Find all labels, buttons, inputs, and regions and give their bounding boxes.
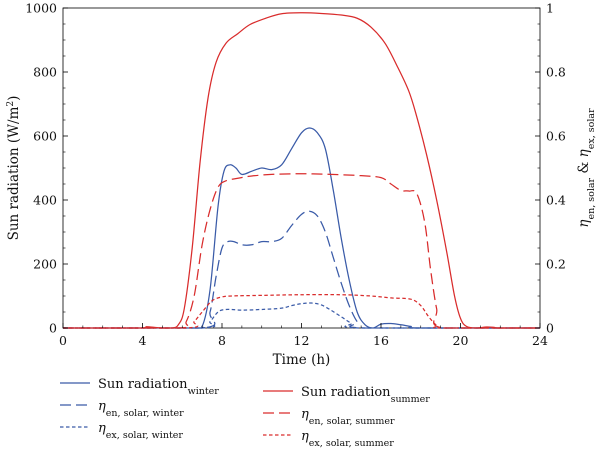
y-axis-right-title-part: η [576, 220, 592, 228]
y-right-tick-label: 0.2 [546, 257, 566, 272]
legend-label-ex_summer: ηex, solar, summer [301, 429, 394, 449]
y-axis-right-title: ηen, solar & ηex, solar [576, 108, 597, 228]
x-tick-label: 4 [139, 333, 147, 348]
series-line-ex_summer [63, 293, 540, 329]
legend-label-sub: ex, solar, winter [106, 430, 184, 441]
series-line-rad_summer [63, 12, 540, 329]
x-tick-label: 12 [294, 333, 310, 348]
x-axis: 0 4 8 12 16 20 24 [59, 323, 548, 348]
series-line-ex_winter [63, 302, 540, 329]
series-layer [63, 12, 540, 329]
legend-label-sub: ex, solar, summer [309, 438, 394, 449]
y-left-tick-label: 600 [33, 129, 57, 144]
legend-label-sub: summer [391, 394, 431, 405]
y-right-tick-label: 0.6 [546, 129, 566, 144]
y-axis-left-title: Sun radiation (W/m2) [6, 96, 22, 241]
legend-label-rad_summer: Sun radiationsummer [301, 385, 430, 405]
y-left-tick-label: 800 [33, 65, 57, 80]
x-axis-title: Time (h) [273, 352, 331, 368]
y-left-tick-label: 1000 [25, 1, 57, 16]
x-tick-label: 0 [59, 333, 67, 348]
y-right-tick-label: 1 [546, 1, 554, 16]
series-line-en_summer [63, 173, 540, 329]
legend-label-sub: en, solar, winter [106, 408, 184, 419]
series-line-en_winter [63, 210, 540, 329]
y-axis-right-title-part: η [576, 149, 592, 157]
y-axis-right-title-part: & [576, 157, 592, 178]
y-right-tick-label: 0.8 [546, 65, 566, 80]
y-axis-left-title-sup: 2 [6, 101, 16, 107]
y-axis-right-title-part: ex, solar [586, 108, 597, 149]
x-tick-label: 8 [218, 333, 226, 348]
y-axis-left-title-close: ) [6, 96, 22, 101]
legend-label-main: η [98, 399, 106, 414]
legend-label-main: η [301, 407, 309, 422]
x-tick-label: 24 [532, 333, 548, 348]
y-left-tick-label: 200 [33, 257, 57, 272]
legend-label-en_winter: ηen, solar, winter [98, 399, 184, 419]
y-right-tick-label: 0 [546, 321, 554, 336]
legend-label-main: η [98, 421, 106, 436]
legend-label-rad_winter: Sun radiationwinter [98, 377, 219, 397]
y-left-tick-label: 0 [49, 321, 57, 336]
y-axis-left: 0 200 400 600 800 1000 [25, 1, 68, 336]
y-right-tick-label: 0.4 [546, 193, 566, 208]
y-left-tick-label: 400 [33, 193, 57, 208]
legend-label-main: η [301, 429, 309, 444]
series-line-rad_winter [63, 127, 540, 329]
x-tick-label: 16 [373, 333, 389, 348]
legend-label-en_summer: ηen, solar, summer [301, 407, 395, 427]
x-tick-label: 20 [453, 333, 469, 348]
legend-label-sub: winter [188, 386, 220, 397]
plot-area [62, 7, 541, 329]
legend-label-ex_winter: ηex, solar, winter [98, 421, 183, 441]
legend-label-main: Sun radiation [98, 377, 188, 392]
legend-label-sub: en, solar, summer [309, 416, 395, 427]
y-axis-left-title-main: Sun radiation (W/m [6, 106, 22, 240]
y-axis-right-title-part: en, solar [586, 177, 597, 219]
legend-label-main: Sun radiation [301, 385, 391, 400]
y-axis-right: 0 0.2 0.4 0.6 0.8 1 [535, 1, 566, 336]
plot-frame [62, 7, 541, 329]
